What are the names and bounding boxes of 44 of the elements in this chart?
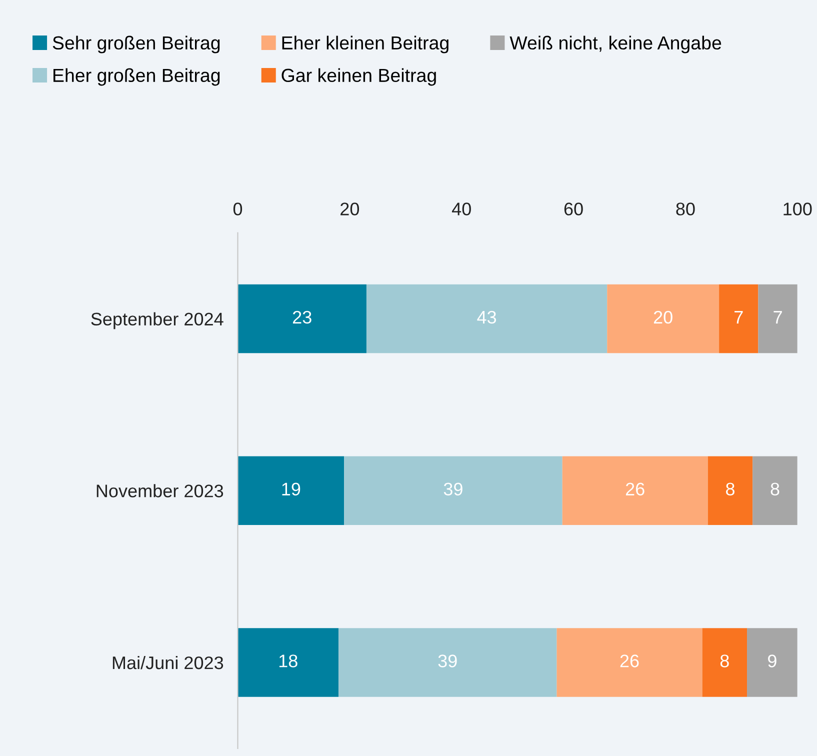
data-label: 7 xyxy=(734,311,743,324)
bar xyxy=(607,284,720,354)
y-tick-label: November 2023 xyxy=(96,484,224,498)
x-tick-label: 40 xyxy=(452,202,471,216)
bar xyxy=(238,456,344,526)
x-tick-label: 60 xyxy=(564,202,583,216)
bar xyxy=(238,628,338,697)
y-tick-label: September 2024 xyxy=(91,312,224,330)
data-label: 19 xyxy=(282,482,300,496)
x-tick-label: 0 xyxy=(233,202,242,216)
legend-label: Sehr großen Beitrag xyxy=(52,36,220,54)
data-label: 26 xyxy=(626,482,644,496)
bar xyxy=(556,628,702,697)
bar xyxy=(708,456,753,526)
data-label: 26 xyxy=(620,654,639,668)
legend-label: Weiß nicht, keine Angabe xyxy=(510,36,722,54)
x-tick-label: 80 xyxy=(676,202,695,216)
bar xyxy=(719,284,758,354)
data-label: 7 xyxy=(774,311,782,324)
data-label: 23 xyxy=(292,310,312,324)
bar xyxy=(366,284,608,354)
data-label: 8 xyxy=(770,482,780,496)
y-tick-label: Mai/Juni 2023 xyxy=(112,656,224,670)
data-label: 9 xyxy=(768,654,776,668)
bar xyxy=(338,628,557,697)
bar xyxy=(562,456,708,526)
legend-label: Eher großen Beitrag xyxy=(54,68,220,86)
bar xyxy=(758,284,798,354)
data-label: 20 xyxy=(654,310,672,324)
bar xyxy=(702,628,748,697)
data-label: 8 xyxy=(726,482,734,496)
data-label: 43 xyxy=(477,310,496,324)
bar xyxy=(238,284,366,354)
bar xyxy=(752,456,798,526)
data-label: 39 xyxy=(438,654,457,668)
x-tick-label: 100 xyxy=(784,202,812,216)
bar xyxy=(344,456,562,526)
x-tick-label: 20 xyxy=(340,202,360,216)
data-label: 39 xyxy=(444,482,462,496)
bar xyxy=(747,628,798,697)
legend-label: Eher kleinen Beitrag xyxy=(282,36,448,54)
data-label: 18 xyxy=(279,654,298,668)
legend-label: Gar keinen Beitrag xyxy=(282,68,436,86)
data-label: 8 xyxy=(720,654,729,668)
